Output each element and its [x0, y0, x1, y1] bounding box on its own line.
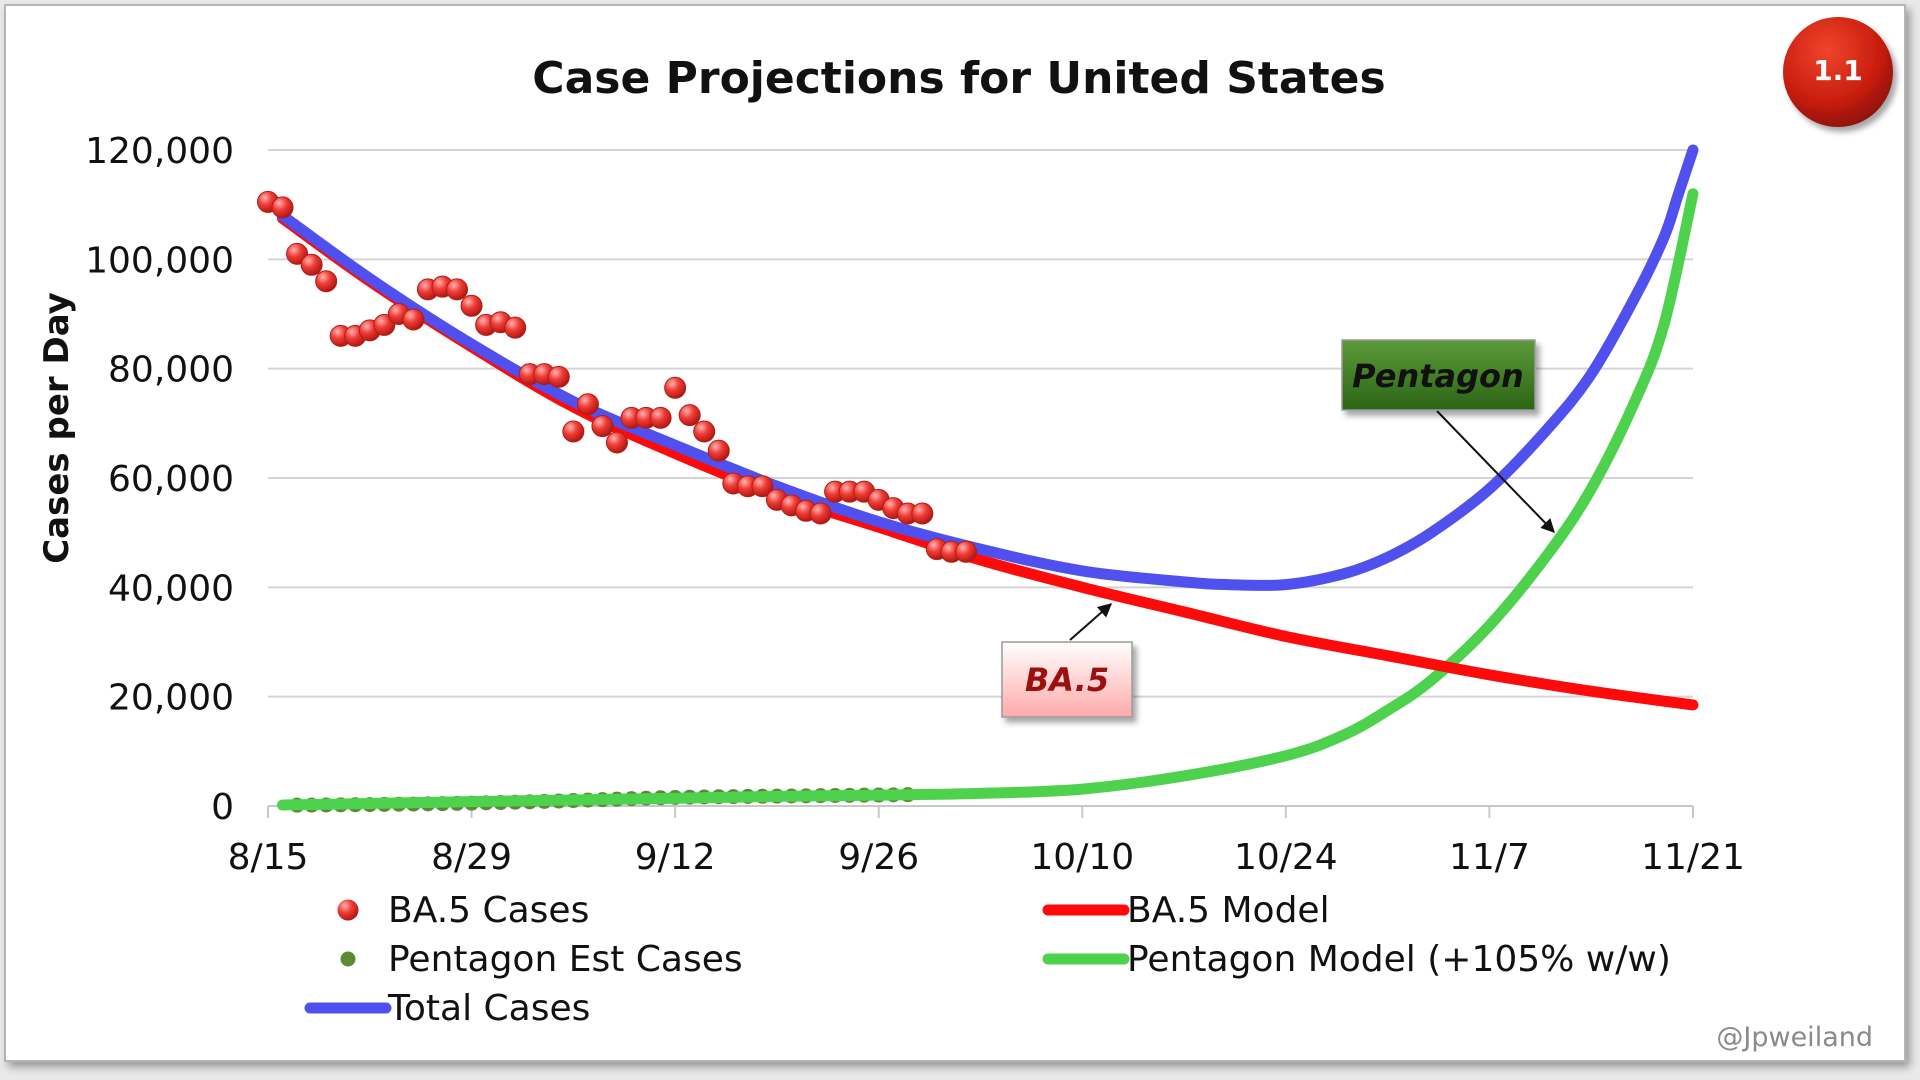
y-tick-label: 60,000	[108, 459, 234, 500]
slide-number-badge-circle	[1783, 17, 1893, 127]
ba5-cases-point	[707, 439, 730, 462]
ba5-cases-point	[547, 365, 570, 388]
legend-item-ba5-cases: BA.5 Cases	[337, 890, 589, 931]
ba5-callout: BA.5	[1001, 603, 1133, 718]
y-axis-ticks: 0 20,000 40,000 60,000 80,000 100,000 120,000	[85, 131, 234, 828]
series-total-cases-line	[277, 144, 1699, 592]
ba5-cases-point	[605, 431, 628, 454]
ba5-cases-point	[315, 270, 338, 293]
ba5-cases-point	[649, 406, 672, 429]
ba5-cases-point	[446, 278, 469, 301]
x-tick-label: 9/12	[635, 837, 716, 878]
ba5-cases-point	[809, 502, 832, 525]
pentagon-callout-arrow	[1436, 410, 1555, 534]
ba5-cases-point	[504, 316, 527, 339]
y-tick-label: 0	[211, 787, 234, 828]
chart-title: Case Projections for United States	[532, 53, 1385, 104]
y-axis-label: Cases per Day	[37, 292, 77, 564]
ba5-cases-point	[576, 393, 599, 416]
chart-card	[4, 4, 1906, 1062]
y-tick-label: 80,000	[108, 350, 234, 391]
ba5-callout-label: BA.5	[1025, 661, 1109, 699]
legend-marker	[337, 899, 359, 921]
y-tick-label: 20,000	[108, 678, 234, 719]
y-tick-label: 100,000	[85, 240, 234, 281]
legend-item-ba5-model: BA.5 Model	[1042, 890, 1330, 931]
legend-label: Pentagon Est Cases	[388, 939, 743, 980]
ba5-cases-point	[460, 294, 483, 317]
y-tick-label: 40,000	[108, 568, 234, 609]
y-tick-label: 120,000	[85, 131, 234, 172]
x-tick-label: 8/29	[431, 837, 512, 878]
ba5-cases-point	[402, 308, 425, 331]
gridlines	[268, 149, 1693, 698]
ba5-cases-point	[911, 502, 934, 525]
ba5-cases-point	[591, 415, 614, 438]
ba5-callout-box	[1001, 641, 1133, 718]
legend-label: BA.5 Cases	[388, 890, 589, 931]
ba5-callout-arrow	[1069, 603, 1113, 641]
ba5-cases-point	[751, 475, 774, 498]
legend-item-pentagon-cases: Pentagon Est Cases	[340, 939, 743, 980]
x-tick-label: 11/21	[1641, 837, 1745, 878]
slide-number-badge-label: 1.1	[1813, 54, 1863, 87]
ba5-cases-point	[678, 404, 701, 427]
ba5-cases-point	[693, 420, 716, 443]
series-ba5-cases	[257, 190, 977, 563]
series-pentagon-model-line	[277, 188, 1699, 811]
legend-item-total-cases: Total Cases	[304, 988, 590, 1029]
x-tick-label: 8/15	[228, 837, 309, 878]
x-axis-ticks: 8/15 8/29 9/12 9/26 10/10 10/24 11/7 11/21	[228, 806, 1745, 878]
author-credit: @Jpweiland	[1716, 1022, 1873, 1053]
pentagon-callout: Pentagon	[1341, 339, 1555, 534]
ba5-cases-point	[954, 540, 977, 563]
x-tick-label: 9/26	[838, 837, 919, 878]
x-tick-label: 10/10	[1030, 837, 1134, 878]
x-tick-label: 10/24	[1234, 837, 1338, 878]
legend-marker	[340, 951, 356, 967]
legend-label: Total Cases	[387, 988, 590, 1029]
slide-number-badge: 1.1	[1783, 17, 1893, 127]
pentagon-callout-box	[1341, 339, 1536, 411]
x-tick-label: 11/7	[1449, 837, 1530, 878]
pentagon-callout-label: Pentagon	[1352, 357, 1524, 395]
ba5-cases-point	[271, 196, 294, 219]
chart-legend: BA.5 Cases BA.5 Model Pentagon Est Cases Pe…	[304, 890, 1671, 1029]
legend-label: BA.5 Model	[1127, 890, 1330, 931]
ba5-cases-point	[300, 253, 323, 276]
ba5-cases-point	[562, 420, 585, 443]
ba5-cases-point	[664, 376, 687, 399]
legend-item-pentagon-model: Pentagon Model (+105% w/w)	[1042, 939, 1671, 980]
plot-area	[257, 144, 1699, 813]
legend-label: Pentagon Model (+105% w/w)	[1127, 939, 1671, 980]
